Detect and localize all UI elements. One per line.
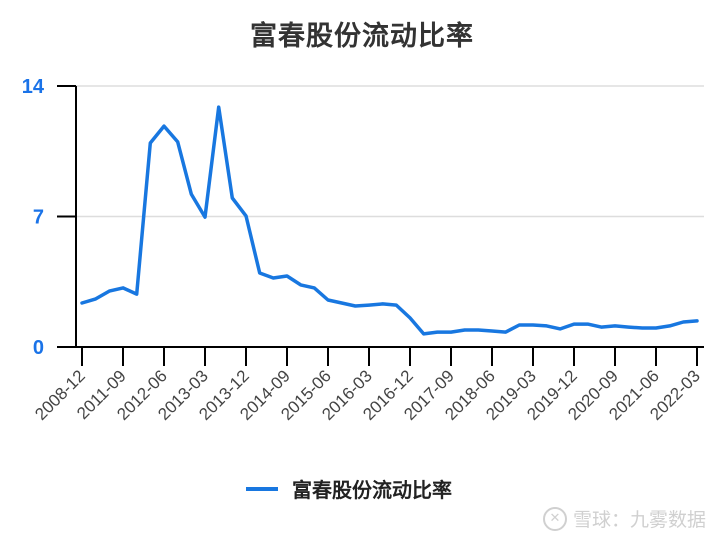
watermark: ✕ 雪球：九雾数据: [542, 505, 706, 532]
gridlines: [76, 85, 704, 218]
y-tick-label: 14: [22, 76, 45, 98]
legend-line-swatch: [246, 486, 278, 491]
x-axis-ticks: 2008-122011-092012-062013-032013-122014-…: [31, 347, 704, 424]
legend[interactable]: 富春股份流动比率: [246, 474, 452, 503]
y-axis-ticks: 0 7 14: [22, 76, 76, 359]
watermark-text: 雪球：九雾数据: [572, 509, 706, 531]
legend-label: 富春股份流动比率: [292, 478, 452, 502]
y-tick-label: 7: [33, 207, 44, 229]
xueqiu-logo-icon: ✕: [542, 506, 567, 531]
series-line: [80, 105, 699, 336]
chart-title: 富春股份流动比率: [250, 21, 474, 52]
y-tick-label: 0: [33, 337, 44, 359]
